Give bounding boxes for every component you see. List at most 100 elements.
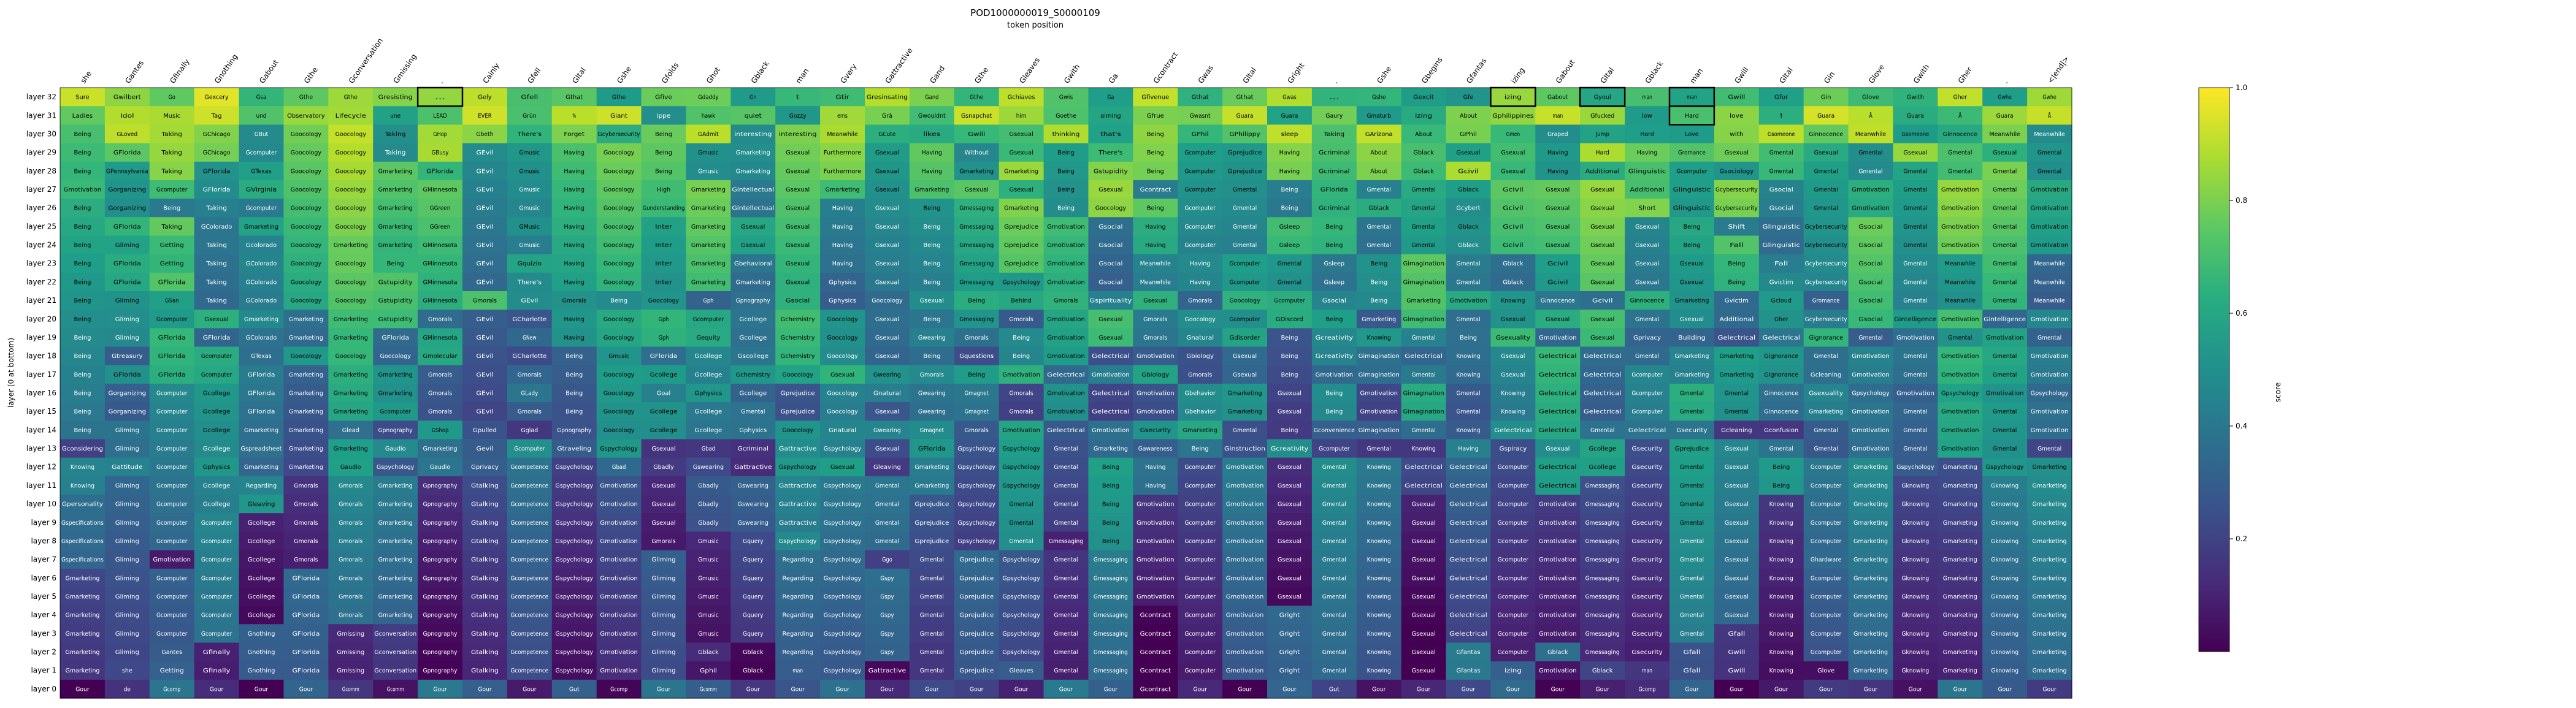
heatmap-cell-label: Gprejudice: [959, 575, 994, 582]
heatmap-cell-label: Guara: [1996, 113, 2014, 120]
heatmap-cell: [999, 310, 1045, 329]
heatmap-cell-label: Gpnography: [736, 298, 770, 305]
heatmap-cell-label: Gmental: [1412, 371, 1436, 378]
heatmap-cell-label: Gspychology: [824, 649, 862, 656]
heatmap-cell-label: Gsexual: [1814, 150, 1838, 156]
heatmap-cell: [551, 495, 597, 514]
heatmap-cell-label: Gmorals: [339, 538, 362, 545]
heatmap-cell: [373, 291, 418, 310]
heatmap-cell: [462, 328, 508, 348]
heatmap-cell-label: Gcomputer: [1319, 446, 1350, 452]
heatmap-cell-label: Gsexual: [1412, 594, 1436, 601]
heatmap-cell: [194, 310, 240, 329]
heatmap-cell-label: Gswearing: [738, 482, 769, 489]
heatmap-cell-label: Gsexual: [1278, 390, 1301, 397]
heatmap-cell: [1133, 421, 1178, 440]
heatmap-cell-label: Gmarketing: [1943, 464, 1977, 471]
heatmap-cell: [1311, 217, 1357, 237]
heatmap-cell-label: Gmotivation: [1092, 371, 1130, 378]
heatmap-cell-label: Gmotivation: [1226, 649, 1264, 656]
heatmap-cell-label: Gfivenue: [1141, 94, 1169, 101]
heatmap-cell: [1267, 199, 1313, 218]
heatmap-cell: [641, 476, 687, 495]
heatmap-cell-label: Gmental: [1233, 205, 1257, 212]
heatmap-cell: [1580, 291, 1625, 310]
colorbar-tick-label: 0.4: [2236, 422, 2247, 430]
heatmap-cell-label: Gmarketing: [1004, 205, 1038, 212]
heatmap-cell-label: man: [1552, 113, 1563, 120]
heatmap-cell-label: Gcomputer: [201, 538, 232, 545]
heatmap-cell-label: Gelectrical: [1539, 409, 1577, 416]
heatmap-cell: [954, 88, 1000, 107]
heatmap-cell-label: Gmotivation: [1137, 575, 1175, 582]
heatmap-cell: [1401, 124, 1447, 144]
heatmap-cell-label: Gspychology: [779, 538, 817, 545]
heatmap-cell-label: Gmental: [1814, 353, 1838, 360]
heatmap-cell-label: Gleaving: [248, 501, 275, 508]
heatmap-cell-label: Gmotivation: [1852, 371, 1890, 378]
heatmap-cell: [1625, 402, 1670, 421]
heatmap-cell-label: Gmarketing: [65, 594, 99, 601]
heatmap-cell: [462, 180, 508, 199]
heatmap-cell: [418, 310, 463, 329]
heatmap-cell: [1043, 346, 1089, 366]
heatmap-cell-label: Gmusic: [608, 353, 629, 360]
heatmap-cell-label: Gchemistry: [736, 371, 770, 378]
x-tick-label: Gantes: [123, 59, 145, 85]
heatmap-cell: [1580, 439, 1625, 459]
heatmap-cell-label: Having: [564, 279, 585, 286]
heatmap-cell-label: Gtalking: [471, 612, 499, 619]
heatmap-cell-label: Gpnography: [423, 575, 458, 582]
y-tick-label: layer 22: [26, 278, 56, 286]
y-tick-label: layer 18: [26, 352, 56, 360]
heatmap-cell-label: Gcomputer: [156, 594, 188, 601]
heatmap-cell: [1535, 291, 1581, 310]
heatmap-cell: [1580, 88, 1625, 107]
heatmap-cell-label: Gelectrical: [1449, 594, 1487, 601]
heatmap-cell: [730, 235, 776, 255]
heatmap-cell-label: Gelectrical: [1539, 464, 1577, 471]
heatmap-cell: [1893, 235, 1938, 255]
heatmap-cell: [418, 439, 463, 459]
heatmap-cell-label: Gpsychology: [1002, 557, 1040, 563]
heatmap-cell: [60, 254, 105, 273]
heatmap-cell-label: Gcivil: [1503, 242, 1524, 249]
heatmap-cell-label: Gcomputer: [1811, 631, 1842, 638]
heatmap-cell-label: Gwill: [1728, 649, 1745, 656]
heatmap-cell: [1982, 439, 2028, 459]
heatmap-cell: [641, 421, 687, 440]
heatmap-cell-label: Gcomputer: [1498, 575, 1529, 582]
heatmap-cell-label: Gliming: [651, 649, 675, 656]
heatmap-cell-label: Gmarketing: [378, 557, 413, 563]
heatmap-cell-label: Gcomputer: [1184, 594, 1216, 601]
heatmap-cell: [328, 457, 374, 477]
heatmap-cell-label: Gspychology: [1002, 464, 1040, 471]
heatmap-cell-label: Gbehavior: [1184, 390, 1216, 397]
heatmap-cell: [1580, 254, 1625, 273]
heatmap-cell: [551, 310, 597, 329]
heatmap-cell: [954, 495, 1000, 514]
heatmap-cell: [1178, 457, 1223, 477]
heatmap-cell: [1446, 310, 1492, 329]
x-tick-label: Gfinally: [168, 57, 191, 85]
heatmap-cell: [1490, 161, 1536, 181]
heatmap-cell-label: Gmarketing: [1853, 464, 1888, 471]
heatmap-cell: [1446, 457, 1492, 477]
heatmap-cell: [909, 383, 955, 403]
heatmap-cell-label: Gsecurity: [1631, 501, 1662, 508]
heatmap-cell: [551, 124, 597, 144]
heatmap-cell: [507, 88, 553, 107]
heatmap-cell-label: Gmotivation: [1852, 187, 1890, 194]
heatmap-cell: [1535, 161, 1581, 181]
heatmap-cell-label: Gmarketing: [1004, 168, 1038, 175]
heatmap-cell-label: Goocology: [335, 205, 366, 212]
heatmap-cell: [1311, 124, 1357, 144]
heatmap-cell: [1803, 457, 1849, 477]
heatmap-cell-label: Gblack: [743, 649, 764, 656]
heatmap-cell: [1356, 457, 1402, 477]
heatmap-cell-label: Hard: [1685, 113, 1698, 120]
heatmap-cell: [104, 421, 150, 440]
heatmap-cell-label: Being: [1460, 335, 1477, 341]
heatmap-cell: [1043, 199, 1089, 218]
heatmap-cell: [507, 272, 553, 292]
